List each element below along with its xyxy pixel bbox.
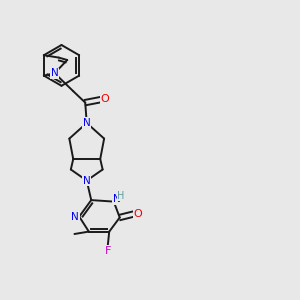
Text: N: N bbox=[51, 68, 58, 78]
Text: N: N bbox=[83, 118, 91, 128]
Text: F: F bbox=[104, 246, 111, 256]
Text: N: N bbox=[71, 212, 79, 222]
Text: N: N bbox=[113, 194, 121, 204]
Text: N: N bbox=[83, 176, 91, 186]
Text: O: O bbox=[100, 94, 109, 104]
Text: O: O bbox=[134, 209, 142, 219]
Text: H: H bbox=[117, 190, 124, 201]
